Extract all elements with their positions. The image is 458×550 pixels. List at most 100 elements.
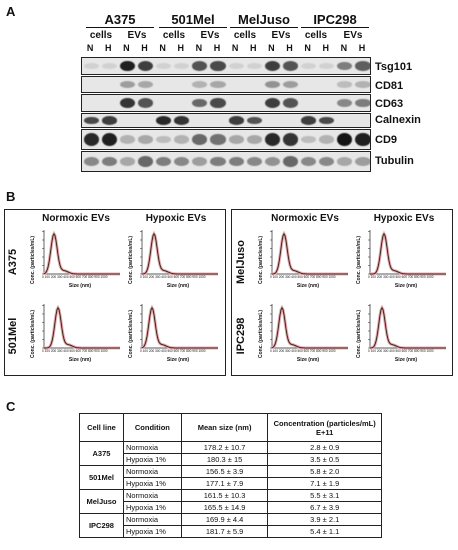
blot-band — [210, 81, 226, 88]
nta-size-distribution-graph — [368, 304, 446, 350]
marker-cd9: CD9 — [375, 134, 398, 146]
sub-evs-3: EVs — [271, 30, 291, 41]
nta-y-axis-label: Conc. (particles/mL) — [258, 309, 264, 358]
table-row: MelJuso Normoxia 161.5 ± 10.3 5.5 ± 3.1 — [79, 489, 382, 514]
blot-band — [319, 135, 335, 144]
size-cell: 169.9 ± 4.4 — [180, 513, 269, 526]
table-row: Hypoxia 1% 165.5 ± 14.9 6.7 ± 3.9 — [80, 501, 382, 514]
blot-band — [228, 135, 244, 144]
blot-band — [83, 116, 99, 125]
nta-y-axis-label: Conc. (particles/mL) — [128, 235, 134, 284]
lane-label: H — [104, 43, 112, 53]
sub-cells-4: cells — [304, 30, 328, 41]
blot-band — [137, 135, 153, 144]
blot-band — [319, 116, 335, 125]
left-header-normoxic: Normoxic EVs — [42, 213, 110, 224]
blot-tsg101 — [81, 57, 371, 75]
nta-x-ticks: 0 100 200 300 400 500 600 700 800 900 10… — [270, 349, 336, 353]
condition-cell: Hypoxia 1% — [122, 501, 182, 514]
blot-band — [228, 116, 244, 125]
nta-size-distribution-graph — [140, 304, 218, 350]
marker-cd81: CD81 — [375, 80, 404, 92]
nta-x-ticks: 0 100 200 300 400 500 600 700 800 900 10… — [140, 349, 206, 353]
blot-band — [210, 61, 226, 71]
table-row: Hypoxia 1% 181.7 ± 5.9 5.4 ± 1.1 — [80, 525, 382, 538]
nta-y-axis-label: Conc. (particles/mL) — [356, 235, 362, 284]
blot-band — [174, 156, 190, 167]
condition-cell: Normoxia — [122, 513, 182, 526]
blot-band — [137, 98, 153, 108]
blot-band — [174, 116, 190, 125]
nta-plot-meljuso-hypoxic: Conc. (particles/mL) 0 100 200 300 400 50… — [356, 228, 448, 296]
blot-band — [192, 98, 208, 108]
nta-y-axis-label: Conc. (particles/mL) — [258, 235, 264, 284]
blot-band — [246, 156, 262, 167]
ev-characterization-table: Cell line Condition Mean size (nm) Conce… — [79, 413, 382, 538]
lane-label: H — [358, 43, 366, 53]
th-condition: Condition — [122, 413, 182, 442]
marker-tsg101: Tsg101 — [375, 61, 413, 73]
blot-band — [83, 62, 99, 70]
blot-band — [192, 61, 208, 71]
blot-band — [101, 156, 117, 167]
nta-y-axis-label: Conc. (particles/mL) — [30, 309, 36, 358]
blot-band — [301, 116, 317, 125]
size-cell: 181.7 ± 5.9 — [180, 525, 269, 538]
condition-cell: Hypoxia 1% — [122, 525, 182, 538]
nta-y-axis-label: Conc. (particles/mL) — [30, 235, 36, 284]
nta-error-band — [44, 304, 120, 350]
lane-label: N — [86, 43, 94, 53]
table-row: IPC298 Normoxia 169.9 ± 4.4 3.9 ± 2.1 — [79, 513, 382, 538]
marker-tubulin: Tubulin — [375, 155, 414, 167]
sub-evs-2: EVs — [200, 30, 220, 41]
blot-band — [264, 80, 280, 89]
a-header-ipc298: IPC298 — [313, 12, 357, 27]
blot-cd63 — [81, 94, 371, 112]
blot-band — [301, 135, 317, 144]
size-cell: 165.5 ± 14.9 — [180, 501, 269, 514]
nta-size-distribution-graph — [42, 304, 120, 350]
blot-band — [282, 61, 298, 71]
nta-size-distribution-graph — [42, 230, 120, 276]
th-concentration: Concentration (particles/mL) E+11 — [267, 413, 382, 442]
ipc298-underline — [301, 27, 369, 28]
blot-band — [282, 80, 298, 89]
lane-label: H — [141, 43, 148, 53]
blot-band — [246, 116, 262, 125]
blot-band — [301, 62, 317, 70]
nta-plot-meljuso-normoxic: Conc. (particles/mL) 0 100 200 300 400 50… — [258, 228, 350, 296]
condition-cell: Normoxia — [122, 441, 182, 454]
nta-error-band — [141, 230, 218, 276]
nta-x-axis-label: Size (nm) — [394, 357, 418, 363]
nta-x-axis-label: Size (nm) — [166, 283, 190, 289]
lane-label: H — [177, 43, 184, 53]
blot-band — [137, 81, 153, 88]
blot-band — [264, 97, 280, 109]
nta-mean-curve — [44, 306, 120, 349]
nta-mean-curve — [369, 306, 446, 349]
blot-band — [264, 133, 280, 146]
lane-label: H — [249, 43, 257, 53]
nta-mean-curve — [43, 232, 120, 275]
a-header-meljuso: MelJuso — [237, 12, 290, 27]
size-cell: 180.3 ± 15 — [180, 453, 269, 466]
size-cell: 161.5 ± 10.3 — [180, 489, 269, 502]
blot-band — [119, 80, 135, 89]
blot-tubulin — [81, 151, 371, 172]
blot-band — [246, 62, 262, 70]
blot-band — [101, 62, 117, 70]
nta-error-band — [370, 230, 446, 276]
blot-band — [337, 98, 353, 108]
a375-underline — [86, 27, 154, 28]
blot-band — [156, 156, 172, 167]
cell-line-501mel: 501Mel — [79, 465, 124, 490]
blot-band — [355, 61, 370, 71]
conc-cell: 2.8 ± 0.9 — [267, 441, 382, 454]
nta-plot-501mel-hypoxic: Conc. (particles/mL) 0 100 200 300 400 50… — [128, 302, 220, 370]
blot-band — [119, 157, 135, 166]
blot-band — [246, 135, 262, 144]
cell-line-meljuso: MelJuso — [79, 489, 124, 514]
blot-band — [137, 156, 153, 167]
blot-cd81 — [81, 76, 371, 93]
sub-cells-1: cells — [89, 30, 113, 41]
